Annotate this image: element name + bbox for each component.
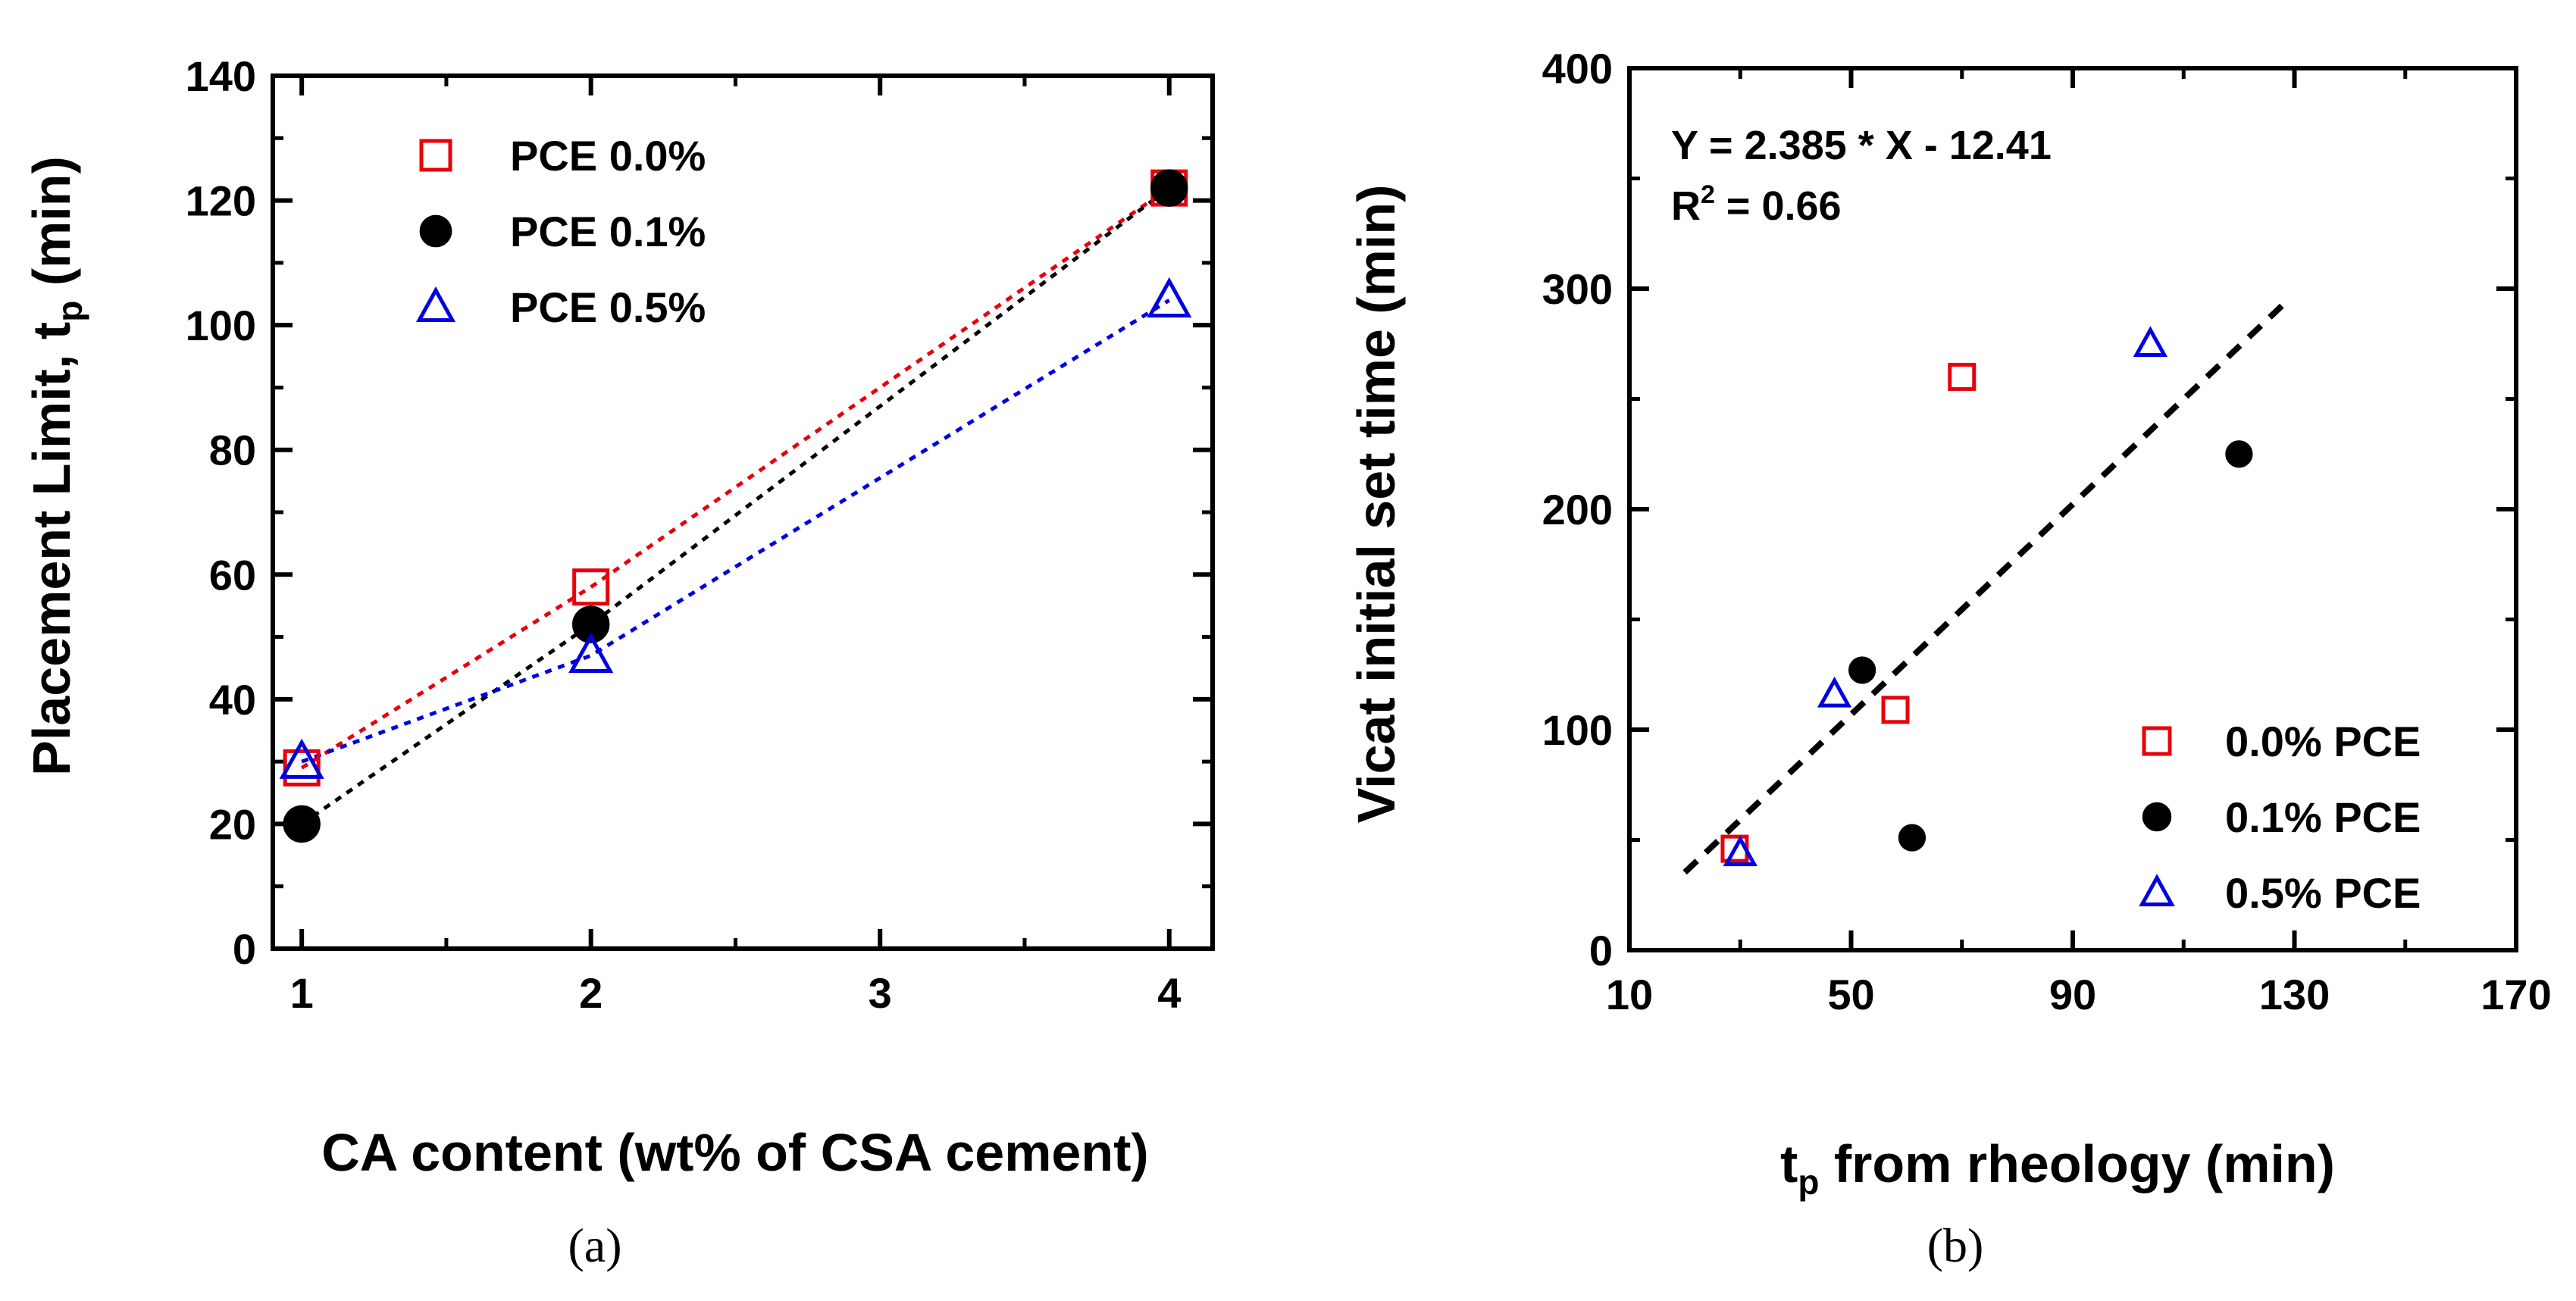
panel-a-data-point-series-1: [283, 805, 321, 843]
panel-a-y-tick-label: 20: [209, 800, 256, 848]
panel-b-x-tick-label: 10: [1606, 971, 1653, 1018]
panel-b-data-point-series-1: [2225, 440, 2253, 468]
panel-a-y-tick-label: 60: [209, 551, 256, 599]
panel-b-y-tick-label: 300: [1542, 265, 1613, 313]
panel-b-x-axis-label: tp from rheology (min): [1780, 1134, 2335, 1202]
panel-a-data-point-series-1: [571, 605, 610, 643]
panel-a-data-point-series-0: [572, 568, 610, 606]
panel-b-fit-line: [1682, 302, 2286, 875]
panel-a-legend-label-0: PCE 0.0%: [510, 132, 706, 180]
panel-a-trend-line-series-2: [301, 299, 1171, 764]
panel-b-r-squared-prefix: R: [1671, 183, 1701, 229]
panel-a-chart: (a) CA content (wt% of CSA cement) Place…: [22, 52, 1215, 1272]
panel-a-y-tick-label: 0: [233, 925, 256, 973]
panel-a-trend-line-series-0: [300, 186, 1171, 770]
panel-b-r-squared-rest: = 0.66: [1715, 183, 1842, 229]
panel-a-x-tick-label: 2: [579, 969, 603, 1017]
panel-b-y-tick-label: 400: [1542, 45, 1613, 92]
panel-a-legend-label-1: PCE 0.1%: [510, 208, 706, 255]
panel-a-legend-marker-1: [419, 214, 452, 248]
panel-b-x-axis-label-rest: from rheology (min): [1819, 1134, 2335, 1193]
panel-b-legend-label-1: 0.1% PCE: [2225, 793, 2421, 841]
panel-b-y-tick-label: 100: [1542, 706, 1613, 754]
panel-b-data-point-series-0: [1948, 362, 1977, 391]
panel-b-letter: (b): [1927, 1218, 1984, 1272]
panel-b-data-point-series-0: [1881, 696, 1910, 724]
panel-a-y-tick-label: 40: [209, 676, 256, 724]
panel-b-x-tick-label: 90: [2049, 971, 2096, 1018]
panel-a-data-point-series-1: [1150, 169, 1188, 207]
panel-b-legend-marker-1: [2142, 802, 2172, 832]
panel-b-legend-marker-0: [2142, 726, 2172, 756]
panel-a-letter: (a): [568, 1218, 621, 1272]
panel-b-legend-label-2: 0.5% PCE: [2225, 869, 2421, 917]
panel-a-x-tick-label: 3: [869, 969, 892, 1017]
panel-b-legend: 0.0% PCE 0.1% PCE 0.5% PCE: [2139, 718, 2421, 917]
panel-b-x-tick-label: 130: [2259, 971, 2330, 1018]
panel-a-trend-line-series-1: [300, 186, 1171, 826]
panel-a-y-tick-label: 120: [186, 177, 256, 225]
panel-a-legend: PCE 0.0% PCE 0.1% PCE 0.5%: [415, 132, 706, 331]
panel-b-r-squared-sup: 2: [1701, 180, 1715, 209]
panel-a-x-tick-label: 4: [1157, 969, 1181, 1017]
panel-b-data-point-series-2: [1723, 835, 1758, 867]
panel-b-legend-label-0: 0.0% PCE: [2225, 718, 2421, 765]
panel-a-data-point-series-0: [283, 749, 321, 787]
panel-a-x-axis-label: CA content (wt% of CSA cement): [321, 1123, 1149, 1182]
panel-a-legend-label-2: PCE 0.5%: [510, 283, 706, 331]
panel-a-y-axis-label: Placement Limit, tp (min): [22, 156, 89, 776]
panel-b-y-axis-label: Vicat initial set time (min): [1347, 185, 1406, 824]
panel-b-data-point-series-1: [1898, 824, 1927, 852]
panel-a-y-tick-label: 140: [186, 52, 256, 100]
panel-a-legend-marker-2: [415, 286, 456, 322]
panel-b-x-tick-label: 50: [1827, 971, 1874, 1018]
panel-b-chart: (b) tp from rheology (min) Vicat initial…: [1347, 45, 2552, 1272]
panel-b-x-tick-label: 170: [2481, 971, 2551, 1018]
panel-a-data-point-series-2: [1147, 277, 1192, 317]
panel-a-x-tick-label: 1: [290, 969, 314, 1017]
panel-b-data-point-series-2: [2133, 326, 2168, 357]
panel-a-y-axis-label-main: Placement Limit, t: [22, 322, 81, 776]
panel-b-y-tick-label: 200: [1542, 486, 1613, 533]
panel-b-legend-marker-2: [2139, 874, 2175, 907]
panel-b-data-point-series-1: [1848, 656, 1876, 684]
panel-b-r-squared: R2 = 0.66: [1671, 180, 1842, 229]
panel-a-data-point-series-2: [568, 632, 614, 673]
panel-b-x-axis-label-sub: p: [1798, 1162, 1819, 1202]
panel-a-y-tick-label: 80: [209, 427, 256, 474]
panel-a-plot-frame: [271, 73, 1215, 951]
panel-a-y-axis-label-unit: (min): [22, 156, 81, 301]
panel-b-y-tick-label: 0: [1589, 927, 1613, 974]
panel-a-y-axis-label-sub: p: [50, 301, 89, 322]
panel-b-x-axis-label-main: t: [1780, 1134, 1798, 1193]
panel-a-y-tick-label: 100: [186, 302, 256, 349]
panel-b-data-point-series-2: [1817, 676, 1852, 708]
panel-b-fit-equation: Y = 2.385 * X - 12.41: [1671, 123, 2052, 168]
panel-a-legend-marker-0: [419, 139, 452, 172]
panel-a-data-point-series-2: [279, 738, 324, 779]
